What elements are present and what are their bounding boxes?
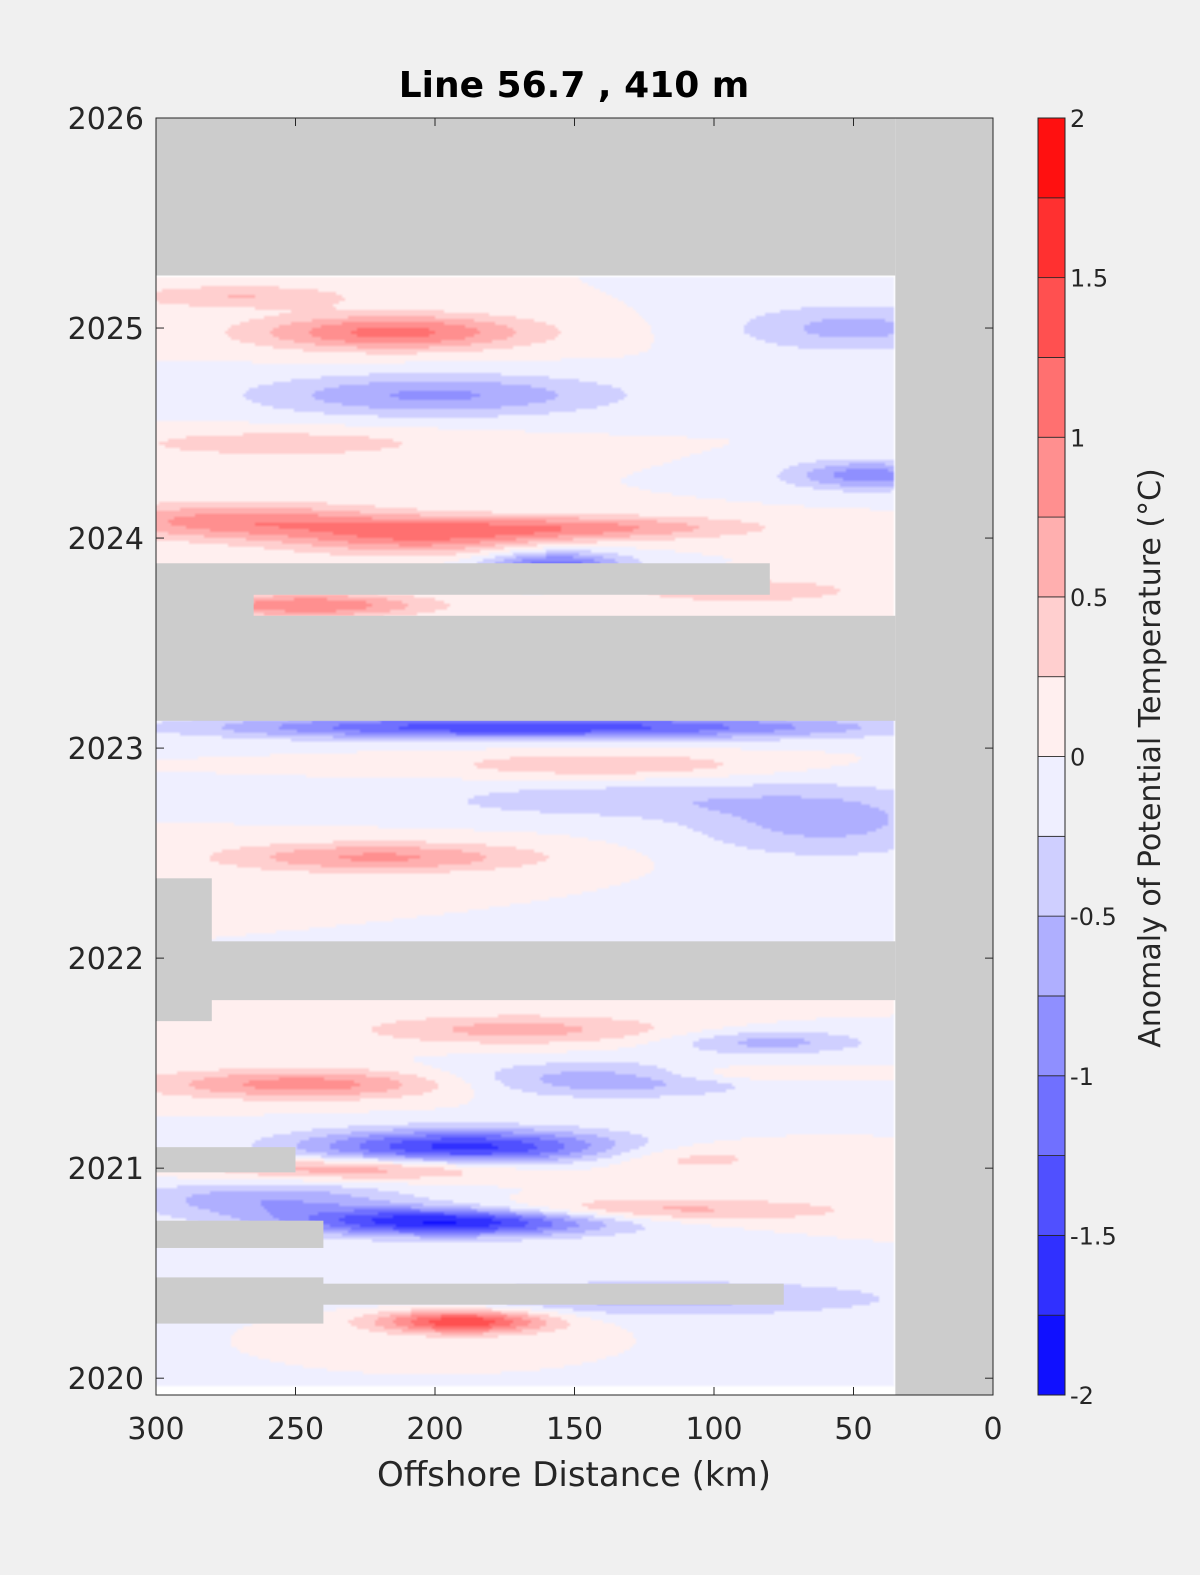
x-tick-label: 50 — [834, 1412, 872, 1447]
colorbar-level — [1037, 357, 1066, 438]
nodata-band — [156, 878, 212, 1022]
colorbar-level — [1037, 835, 1066, 917]
nodata-layer — [156, 118, 993, 1395]
colorbar-tick-label: 0.5 — [1070, 584, 1108, 612]
colorbar-level — [1037, 596, 1066, 678]
nodata-band — [156, 1147, 296, 1173]
colorbar-level — [1037, 197, 1066, 279]
nodata-band — [895, 118, 993, 1395]
colorbar-level — [1037, 277, 1066, 358]
colorbar-tick-label: 0 — [1070, 744, 1085, 772]
colorbar-tick-label: 2 — [1070, 105, 1085, 133]
nodata-band — [156, 563, 770, 595]
colorbar-level — [1037, 676, 1066, 757]
colorbar-level — [1037, 1075, 1066, 1156]
colorbar-tick-label: -1 — [1070, 1063, 1094, 1091]
colorbar-level — [1037, 1155, 1066, 1236]
y-tick-label: 2021 — [68, 1152, 144, 1187]
anomaly-field — [156, 118, 993, 1395]
colorbar-level — [1037, 756, 1066, 837]
colorbar-level — [1037, 1234, 1066, 1316]
chart-title: Line 56.7 , 410 m — [399, 65, 750, 106]
plot-area — [156, 118, 993, 1395]
y-tick-label: 2026 — [68, 102, 144, 137]
colorbar-level — [1037, 117, 1066, 199]
colorbar-tick-label: -2 — [1070, 1382, 1094, 1410]
x-tick-label: 300 — [127, 1412, 184, 1447]
colorbar: -2 -1.5 -1 -0.5 0 0.5 1 1.5 2 — [1037, 105, 1117, 1410]
nodata-band — [156, 941, 896, 1001]
y-tick-label: 2023 — [68, 732, 144, 767]
colorbar-level — [1037, 995, 1066, 1077]
colorbar-tick-label: -1.5 — [1070, 1222, 1117, 1250]
nodata-band — [156, 118, 896, 276]
colorbar-level — [1037, 1314, 1066, 1396]
nodata-band — [156, 588, 254, 623]
x-axis-label: Offshore Distance (km) — [377, 1455, 771, 1495]
colorbar-frame — [1037, 117, 1066, 1396]
x-tick-label: 250 — [267, 1412, 324, 1447]
nodata-band — [156, 615, 896, 721]
colorbar-level — [1037, 516, 1066, 598]
nodata-band — [156, 1277, 324, 1324]
x-tick-label: 150 — [546, 1412, 603, 1447]
nodata-band — [156, 1220, 324, 1248]
colorbar-tick-label: -0.5 — [1070, 903, 1117, 931]
colorbar-level — [1037, 436, 1066, 518]
colorbar-label: Anomaly of Potential Temperature (°C) — [1133, 468, 1168, 1047]
colorbar-tick-label: 1 — [1070, 424, 1085, 452]
x-axis: 300 250 200 150 100 50 0 — [127, 118, 1003, 1447]
colorbar-tick-label: 1.5 — [1070, 265, 1108, 293]
x-tick-label: 200 — [406, 1412, 463, 1447]
y-tick-label: 2025 — [68, 312, 144, 347]
y-tick-label: 2022 — [68, 942, 144, 977]
y-tick-label: 2020 — [68, 1362, 144, 1397]
x-tick-label: 0 — [983, 1412, 1002, 1447]
y-axis: 2020 2021 2022 2023 2024 2025 2026 — [68, 102, 993, 1397]
y-tick-label: 2024 — [68, 522, 144, 557]
colorbar-level — [1037, 915, 1066, 997]
x-tick-label: 100 — [685, 1412, 742, 1447]
